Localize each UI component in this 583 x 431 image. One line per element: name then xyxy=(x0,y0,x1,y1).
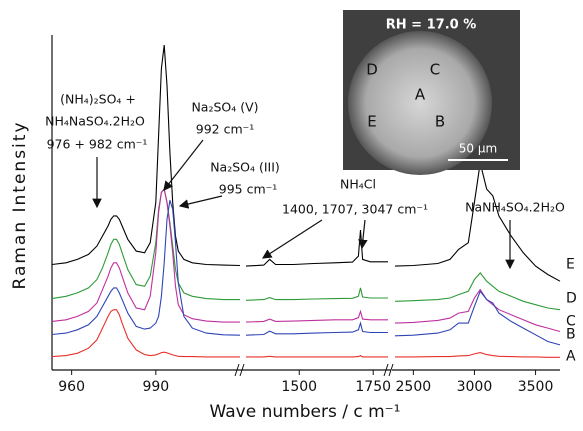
spectrum-line xyxy=(394,288,561,333)
arrow xyxy=(261,219,323,259)
spot-label: E xyxy=(367,113,376,131)
inset-image: RH = 17.0 % D C A E B 50 µm xyxy=(343,10,520,175)
spectrum-line xyxy=(245,229,388,267)
x-tick-label: 3000 xyxy=(457,379,493,395)
legend-label: B xyxy=(566,326,576,342)
annotation: Na₂SO₄ (III) xyxy=(210,160,280,175)
x-tick-label: 990 xyxy=(142,379,169,395)
scale-label: 50 µm xyxy=(459,142,497,156)
spectrum-line xyxy=(245,309,388,323)
x-tick-label: 2500 xyxy=(396,379,432,395)
annotation: NH₄Cl xyxy=(340,177,376,192)
legend-label: A xyxy=(566,349,576,365)
spectrum-line xyxy=(245,321,388,336)
annotation: (NH₄)₂SO₄ + xyxy=(60,92,136,107)
annotation: NH₄NaSO₄.2H₂O xyxy=(45,114,145,129)
legend-label: D xyxy=(566,291,577,307)
annotation: 976 + 982 cm⁻¹ xyxy=(47,137,148,152)
spectrum-line xyxy=(51,187,240,301)
annotation: 995 cm⁻¹ xyxy=(219,182,278,197)
y-axis-label: Raman Intensity xyxy=(10,120,30,289)
arrow xyxy=(163,139,204,191)
x-axis-label: Wave numbers / c m⁻¹ xyxy=(210,402,401,422)
spectrum-line xyxy=(51,45,241,267)
spot-label: D xyxy=(366,61,378,79)
x-tick-label: 960 xyxy=(58,379,85,395)
axes: 960 990 1500 1750 2500 3000 3500 xyxy=(51,35,560,395)
legend-label: E xyxy=(566,256,575,272)
arrow xyxy=(178,195,223,209)
spot-label: C xyxy=(430,61,440,79)
arrow xyxy=(358,219,368,250)
spectrum-line xyxy=(51,200,241,336)
annotation: 992 cm⁻¹ xyxy=(196,122,255,137)
annotation: 1400, 1707, 3047 cm⁻¹ xyxy=(282,202,428,217)
axis-break xyxy=(234,363,245,377)
particle xyxy=(348,31,492,175)
spectrum-line xyxy=(245,287,388,301)
spectrum-line xyxy=(246,354,388,358)
inset-title: RH = 17.0 % xyxy=(386,18,476,33)
x-tick-label: 3500 xyxy=(518,379,554,395)
spectrum-line xyxy=(394,290,561,346)
spectrum-line xyxy=(394,162,561,282)
legend-label: C xyxy=(566,313,576,329)
spot-label: A xyxy=(415,86,426,104)
spectrum-line xyxy=(395,352,560,358)
spectrum-line xyxy=(394,272,561,311)
x-tick-label: 1500 xyxy=(281,379,317,395)
spectrum-line xyxy=(51,309,240,358)
x-tick-label: 1750 xyxy=(355,379,391,395)
spectrum-line xyxy=(51,187,240,323)
spot-label: B xyxy=(435,113,445,131)
annotation: Na₂SO₄ (V) xyxy=(191,100,258,115)
axis-break xyxy=(383,363,394,377)
annotations: (NH₄)₂SO₄ + NH₄NaSO₄.2H₂O 976 + 982 cm⁻¹… xyxy=(45,92,565,270)
annotation: NaNH₄SO₄.2H₂O xyxy=(465,200,565,215)
